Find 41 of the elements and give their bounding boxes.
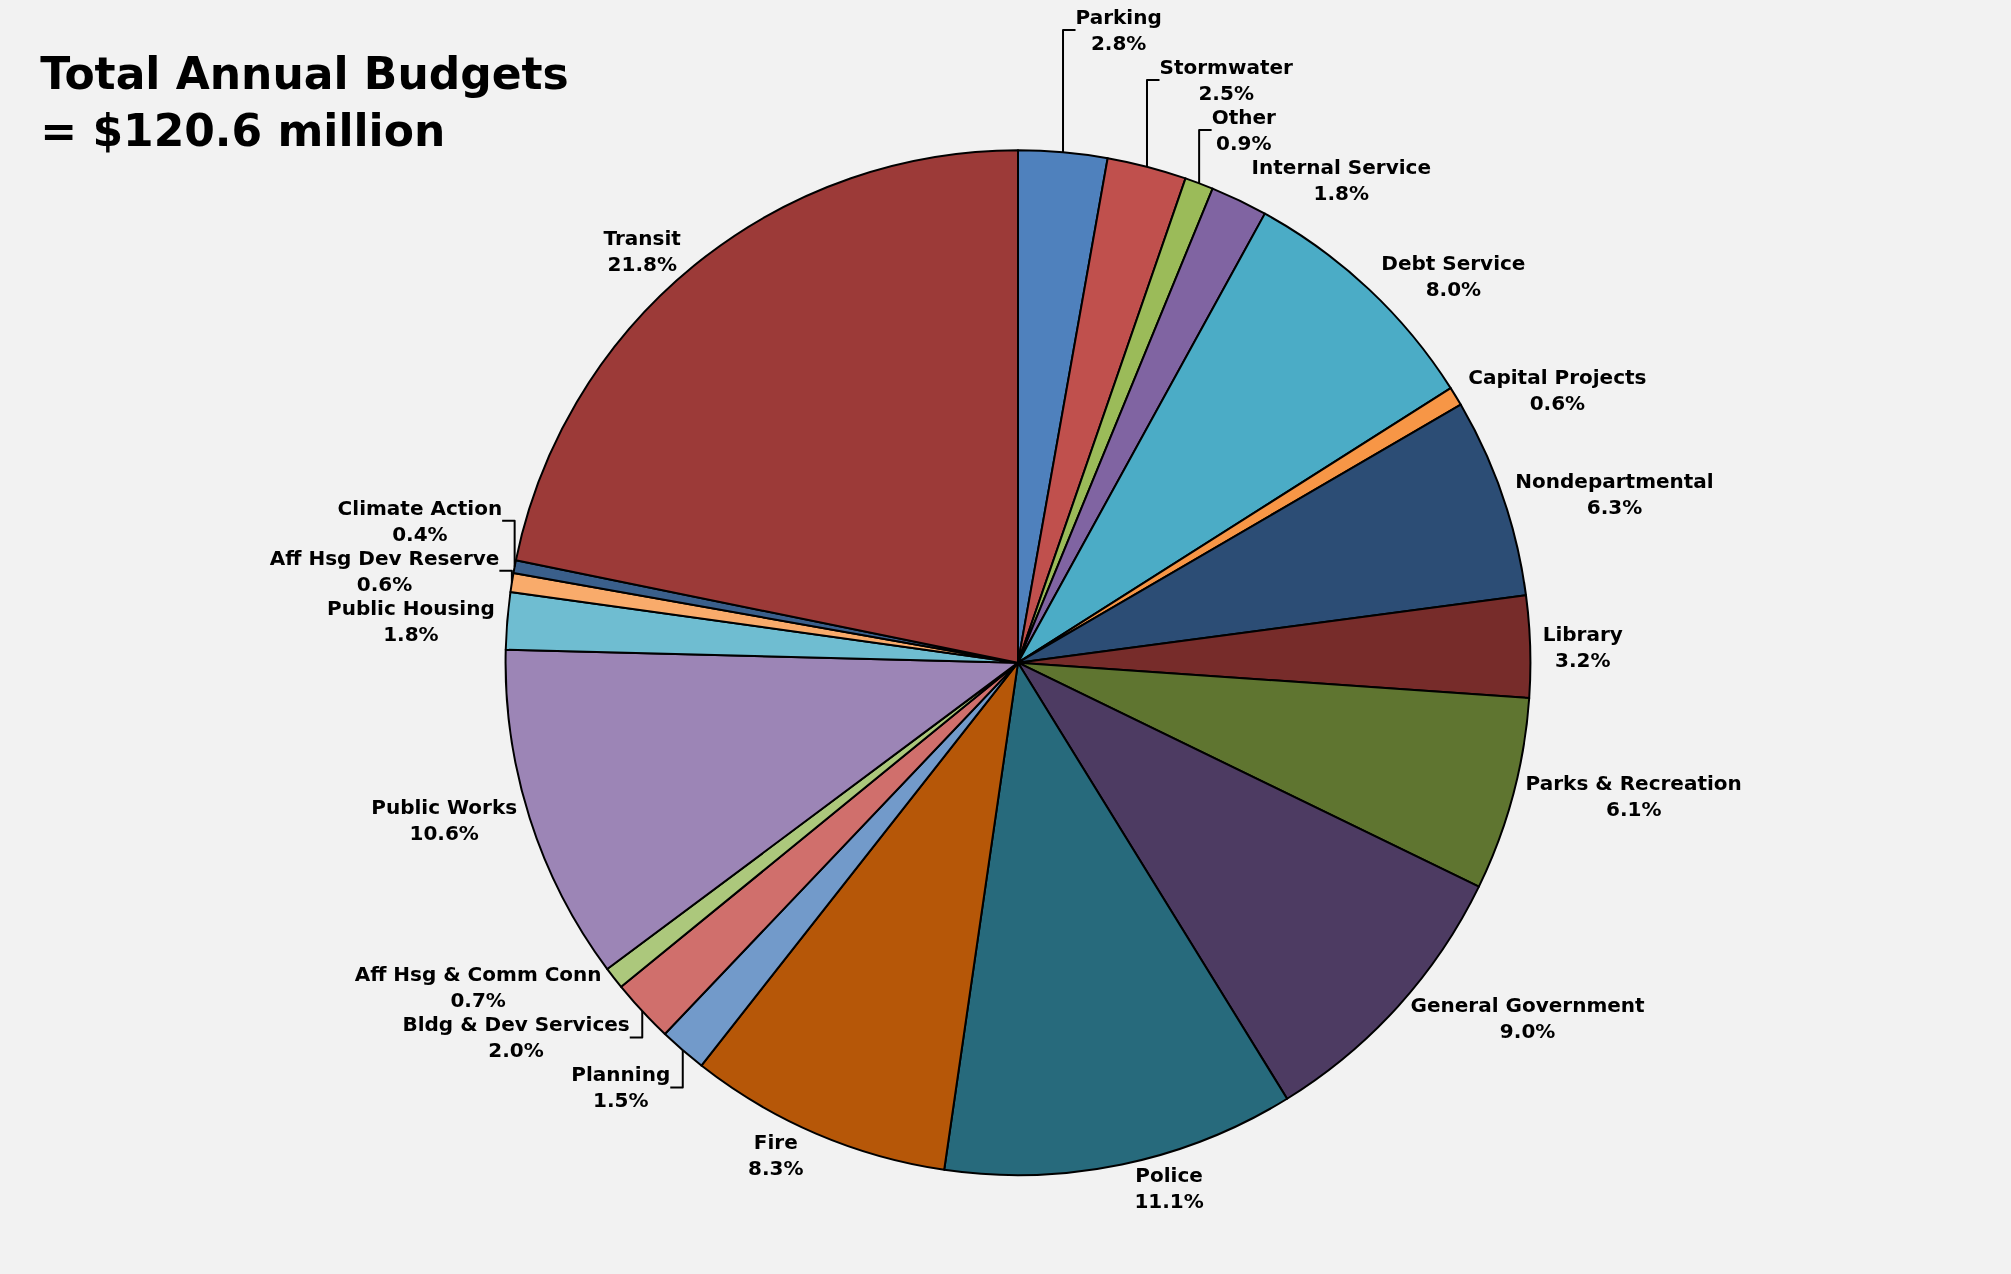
data-label: 8.3% bbox=[748, 1155, 804, 1180]
data-label: 0.7% bbox=[450, 988, 506, 1013]
data-label: 0.4% bbox=[392, 521, 448, 546]
slice-label: Aff Hsg & Comm Conn bbox=[354, 962, 602, 987]
slice-label: Police bbox=[1135, 1163, 1203, 1188]
data-label: 11.1% bbox=[1134, 1189, 1204, 1214]
slice-label: Aff Hsg Dev Reserve bbox=[269, 545, 500, 570]
data-label: 9.0% bbox=[1499, 1018, 1556, 1043]
slice-label: Climate Action bbox=[337, 495, 503, 520]
slice-label: Nondepartmental bbox=[1515, 469, 1714, 494]
slice-label: Debt Service bbox=[1381, 250, 1526, 275]
data-label: 8.0% bbox=[1425, 276, 1482, 301]
data-label: 6.3% bbox=[1586, 495, 1643, 520]
slice-label: Parking bbox=[1075, 5, 1162, 30]
data-label: 0.6% bbox=[356, 571, 413, 596]
data-label: 3.2% bbox=[1555, 647, 1611, 672]
slice-label: Parks & Recreation bbox=[1525, 771, 1742, 796]
slice-label: Public Housing bbox=[327, 595, 495, 620]
slice-label: Fire bbox=[753, 1129, 798, 1154]
data-label: 2.0% bbox=[488, 1038, 544, 1063]
data-label: 6.1% bbox=[1605, 797, 1662, 822]
data-label: 10.6% bbox=[409, 821, 479, 846]
data-label: 2.8% bbox=[1090, 31, 1147, 56]
data-label: 1.8% bbox=[1313, 181, 1370, 206]
slice-label: Capital Projects bbox=[1468, 364, 1647, 389]
slice-label: General Government bbox=[1410, 992, 1646, 1017]
data-label: 1.5% bbox=[593, 1088, 649, 1113]
slice-label: Other bbox=[1211, 105, 1276, 130]
data-label: 21.8% bbox=[607, 251, 677, 276]
data-label: 1.8% bbox=[383, 621, 439, 646]
data-label: 2.5% bbox=[1198, 81, 1254, 106]
slice-label: Stormwater bbox=[1159, 55, 1293, 80]
text: Total Annual Budgets = $120.6 million bbox=[40, 48, 569, 157]
data-label: 0.9% bbox=[1216, 131, 1272, 156]
slice-label: Transit bbox=[603, 225, 682, 250]
slice-label: Public Works bbox=[371, 795, 518, 820]
data-label: 0.6% bbox=[1529, 390, 1586, 415]
slice-label: Bldg & Dev Services bbox=[402, 1012, 630, 1037]
slice-label: Library bbox=[1542, 621, 1623, 646]
slice-label: Planning bbox=[571, 1062, 671, 1087]
slice-label: Internal Service bbox=[1251, 155, 1431, 180]
